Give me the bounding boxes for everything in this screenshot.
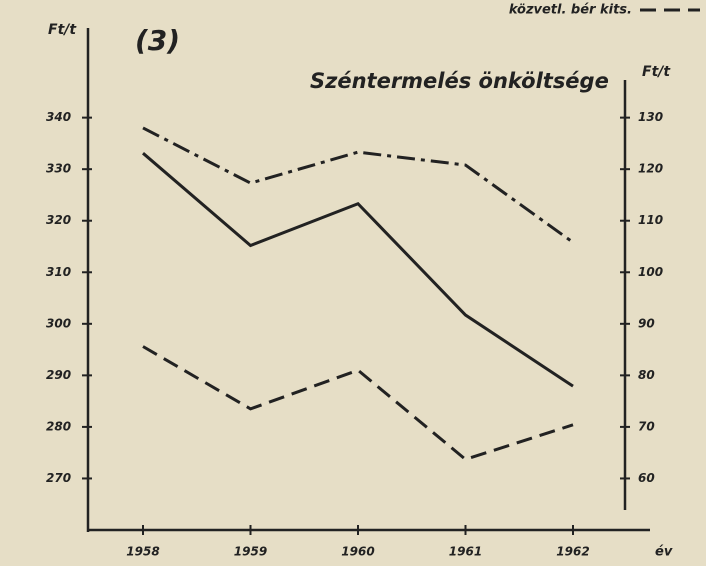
series-line [142, 345, 574, 462]
chart-title: Széntermelés önköltsége [310, 69, 609, 93]
y-tick-label: 300 [46, 316, 71, 330]
y2-tick-label: 80 [638, 368, 655, 382]
series-line [142, 126, 574, 244]
x-tick-label: 1960 [341, 545, 374, 559]
legend-label: közvetl. bér kits. [509, 3, 632, 18]
x-tick-label: 1959 [234, 545, 267, 559]
panel-label: (3) [135, 24, 180, 57]
y-tick-label: 320 [46, 213, 71, 227]
y-tick-label: 330 [46, 162, 71, 176]
x-tick-label: 1961 [449, 545, 482, 559]
y-tick-label: 290 [46, 368, 71, 382]
x-tick-label: 1958 [126, 545, 159, 559]
y-tick-label: 310 [46, 265, 71, 279]
y2-tick-label: 100 [638, 265, 663, 279]
y2-tick-label: 110 [638, 213, 663, 227]
y-tick-label: 280 [46, 419, 71, 433]
x-axis-label: év [655, 545, 673, 560]
y-tick-label: 270 [46, 471, 71, 485]
y-axis-label: Ft/t [48, 22, 77, 38]
y2-axis-label: Ft/t [642, 64, 671, 80]
y2-tick-label: 90 [638, 316, 655, 330]
x-tick-label: 1962 [556, 545, 589, 559]
y2-tick-label: 130 [638, 110, 663, 124]
y2-tick-label: 60 [638, 471, 655, 485]
series-line [142, 152, 574, 388]
y-tick-label: 340 [46, 110, 71, 124]
y2-tick-label: 70 [638, 419, 655, 433]
y2-tick-label: 120 [638, 162, 663, 176]
